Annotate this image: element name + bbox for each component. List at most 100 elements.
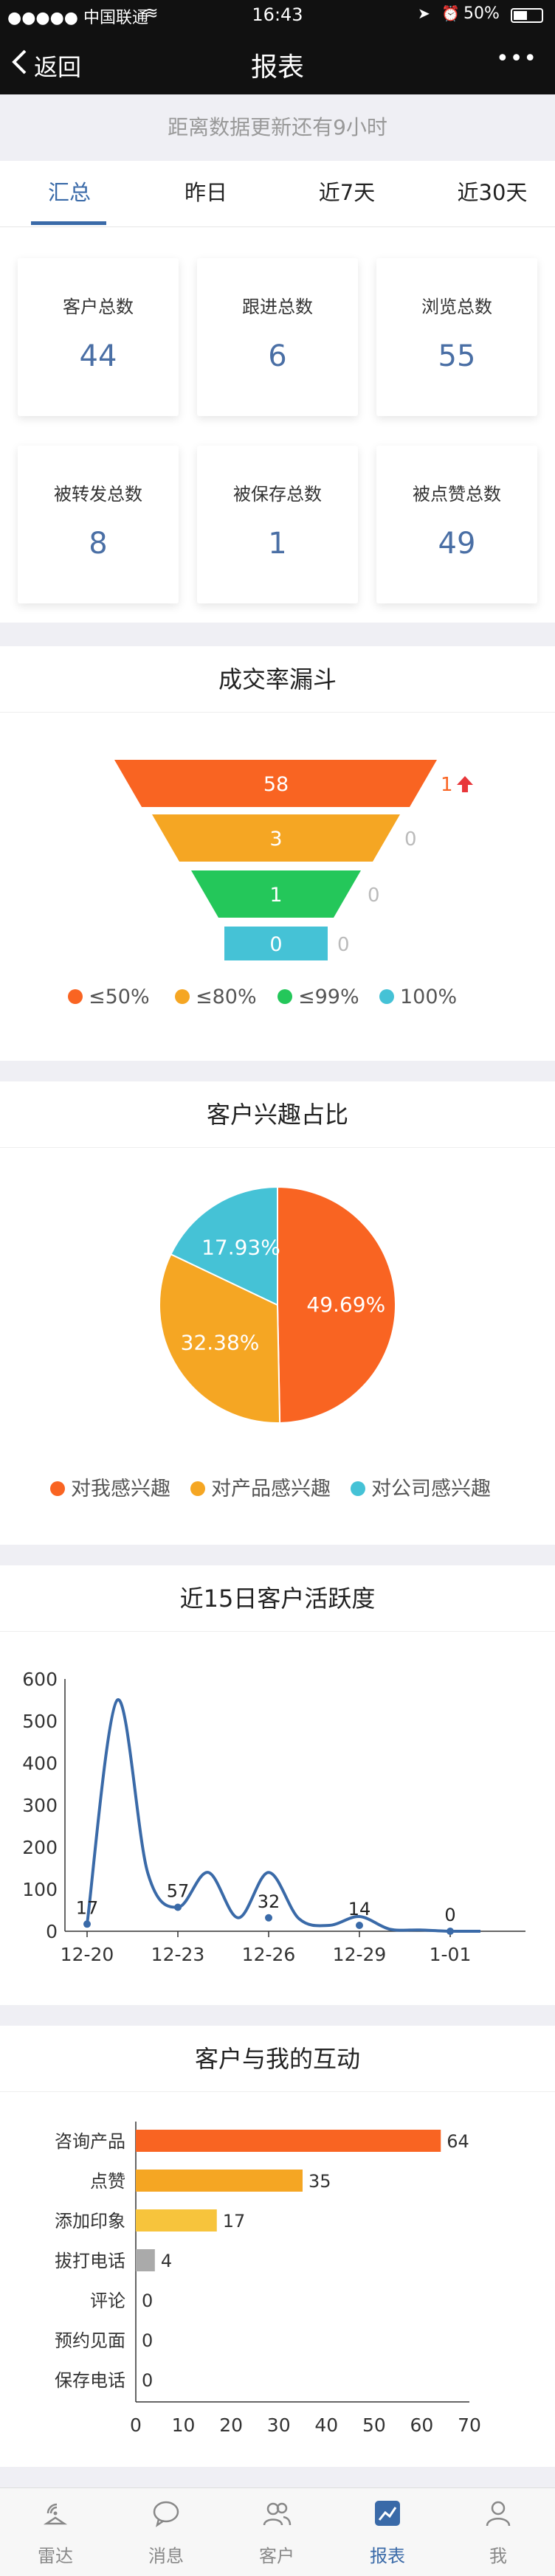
bar[interactable]: [136, 2170, 303, 2192]
activity-line-chart: 0 100 200 300 400 500 600 12-20 12-23 12-26 12-29 1…: [22, 1669, 525, 1965]
pie-slice[interactable]: [159, 1253, 281, 1424]
x-tick-label: 12-23: [151, 1944, 205, 1965]
x-tick-label: 0: [130, 2414, 142, 2436]
bar-category-label: 拔打电话: [55, 2251, 125, 2271]
tab-7days[interactable]: 近7天: [318, 180, 376, 205]
more-button[interactable]: •••: [496, 46, 538, 72]
stat-value: 44: [79, 339, 117, 373]
legend-dot: [175, 988, 190, 1004]
bar[interactable]: [136, 2209, 217, 2232]
funnel-legend-2: ≤80%: [175, 986, 257, 1008]
data-point[interactable]: [83, 1920, 91, 1928]
tabbar-item-reports[interactable]: 报表: [332, 2488, 443, 2576]
legend-label: 100%: [400, 986, 458, 1008]
y-tick-label: 200: [22, 1837, 58, 1858]
funnel-level-1[interactable]: [114, 760, 437, 807]
report-icon: [375, 2501, 400, 2526]
bar[interactable]: [136, 2130, 441, 2152]
stat-label: 被转发总数: [54, 484, 142, 505]
y-tick-label: 500: [22, 1711, 58, 1732]
bar[interactable]: [136, 2249, 155, 2271]
stat-value: 8: [89, 527, 108, 561]
stat-label: 被保存总数: [233, 484, 322, 505]
y-tick-label: 300: [22, 1795, 58, 1816]
legend-label: 对产品感兴趣: [211, 1478, 331, 1500]
message-icon: [153, 2501, 179, 2527]
funnel-level-4-side: 0: [337, 934, 350, 956]
battery-percent: 50%: [463, 4, 500, 23]
data-point[interactable]: [174, 1903, 182, 1911]
alarm-icon: ⏰: [441, 4, 460, 22]
funnel-level-4[interactable]: [224, 927, 328, 960]
activity-series-line: [86, 1698, 480, 1933]
stat-card-saved[interactable]: 被保存总数 1: [197, 446, 358, 603]
y-tick-label: 100: [22, 1879, 58, 1900]
activity-title: 近15日客户活跃度: [0, 1565, 555, 1632]
bar-category-label: 评论: [90, 2291, 125, 2311]
bar-value-label: 0: [142, 2330, 153, 2351]
funnel-level-2[interactable]: [152, 814, 400, 862]
tabbar-item-me[interactable]: 我: [443, 2488, 554, 2576]
funnel-level-2-side: 0: [404, 828, 417, 851]
legend-dot: [379, 988, 394, 1004]
tabbar-item-radar[interactable]: 雷达: [0, 2488, 111, 2576]
tabbar-item-messages[interactable]: 消息: [111, 2488, 221, 2576]
bar-category-label: 添加印象: [55, 2211, 125, 2232]
x-tick-label: 70: [458, 2414, 481, 2436]
stat-card-liked[interactable]: 被点赞总数 49: [376, 446, 537, 603]
x-tick-label: 12-26: [242, 1944, 296, 1965]
interaction-section: 客户与我的互动 0 10 20 30 40 50 60 70 咨询产品 64 点赞 35 添加印象 17 拔…: [0, 2026, 555, 2467]
interest-section: 客户兴趣占比 49.69% 32.38% 17.93% 对我感兴趣 对产品感兴趣 对…: [0, 1081, 555, 1545]
x-tick-label: 1-01: [430, 1944, 472, 1965]
data-point[interactable]: [356, 1922, 363, 1930]
bar-category-label: 咨询产品: [55, 2131, 125, 2152]
bar-value-label: 4: [161, 2251, 172, 2271]
funnel-legend-4: 100%: [379, 986, 457, 1008]
update-notice: 距离数据更新还有9小时: [0, 94, 555, 161]
location-icon: ➤: [418, 4, 430, 22]
bar-value-label: 35: [308, 2171, 331, 2192]
profile-icon: [486, 2501, 511, 2527]
period-tabs: 汇总 昨日 近7天 近30天: [0, 161, 555, 227]
data-point-label: 57: [167, 1881, 190, 1902]
data-point[interactable]: [447, 1928, 454, 1935]
stat-card-forwarded[interactable]: 被转发总数 8: [18, 446, 179, 603]
up-arrow-icon: [457, 776, 473, 792]
stat-label: 客户总数: [63, 297, 134, 317]
data-point-label: 0: [444, 1905, 455, 1925]
carrier-signal: ●●●●● 中国联通: [7, 9, 148, 27]
pie-legend-1: 对我感兴趣: [50, 1472, 170, 1501]
tabbar-item-customers[interactable]: 客户: [221, 2488, 332, 2576]
funnel-legend-1: ≤50%: [68, 986, 150, 1008]
legend-dot: [351, 1481, 365, 1496]
data-point[interactable]: [265, 1914, 272, 1922]
tab-yesterday[interactable]: 昨日: [184, 180, 227, 205]
stat-card-followups[interactable]: 跟进总数 6: [197, 258, 358, 416]
pie-slice[interactable]: [170, 1185, 278, 1306]
legend-dot: [68, 988, 83, 1004]
x-tick-label: 40: [314, 2414, 338, 2436]
pie-slice-label: 49.69%: [306, 1292, 385, 1317]
legend-label: ≤80%: [196, 986, 257, 1008]
funnel-level-3[interactable]: [191, 870, 361, 918]
stat-card-customers[interactable]: 客户总数 44: [18, 258, 179, 416]
funnel-level-2-label: 3: [269, 828, 282, 851]
stat-value: 1: [268, 527, 287, 561]
pie-slice-label: 32.38%: [181, 1330, 260, 1354]
status-bar: ●●●●● 中国联通 ≋ 16:43 ➤ ⏰ 50%: [0, 0, 555, 30]
bar-value-label: 0: [142, 2291, 153, 2311]
stat-label: 被点赞总数: [413, 484, 501, 505]
tab-summary[interactable]: 汇总: [47, 180, 91, 205]
stat-value: 55: [438, 339, 476, 373]
radar-icon: [43, 2503, 68, 2525]
stat-card-views[interactable]: 浏览总数 55: [376, 258, 537, 416]
pie-slice[interactable]: [277, 1185, 397, 1424]
tabbar-label: 雷达: [38, 2546, 73, 2566]
funnel-level-1-label: 58: [263, 773, 289, 796]
back-button[interactable]: 返回: [10, 44, 99, 81]
x-tick-label: 12-29: [333, 1944, 387, 1965]
battery-icon: [511, 8, 543, 23]
bar-value-label: 17: [223, 2211, 246, 2232]
tab-30days[interactable]: 近30天: [457, 180, 528, 205]
